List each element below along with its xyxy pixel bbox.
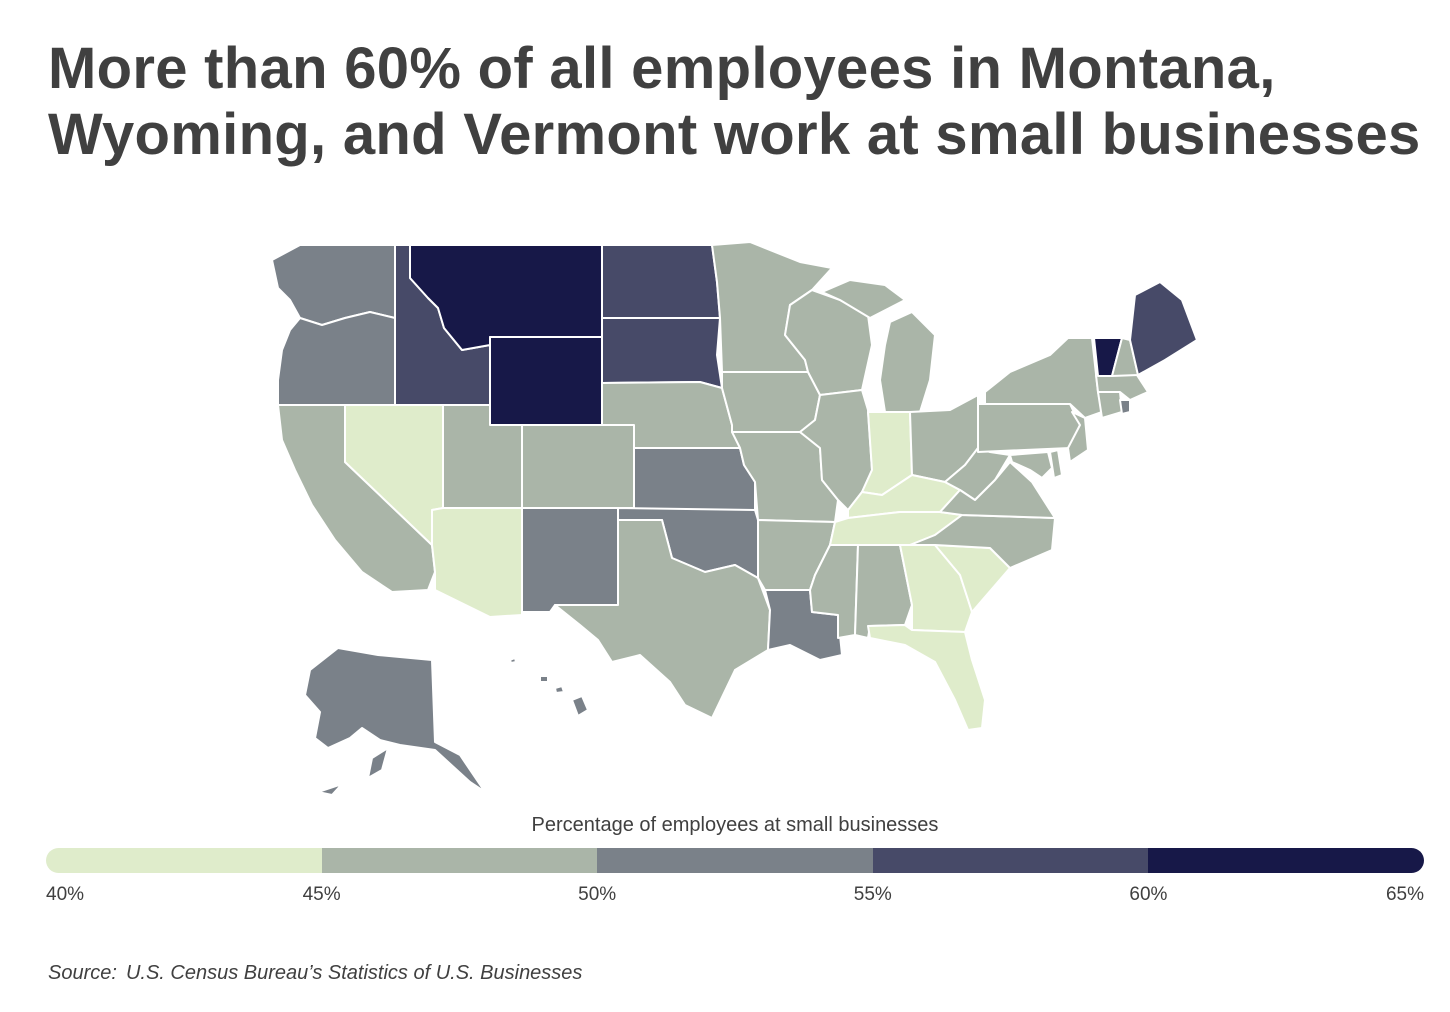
state-virginia — [939, 461, 1056, 519]
source-text: U.S. Census Bureau’s Statistics of U.S. … — [125, 962, 583, 984]
legend-color-bar — [46, 848, 1424, 873]
state-pennsylvania — [977, 403, 1081, 453]
legend-title: Percentage of employees at small busines… — [531, 814, 939, 836]
state-maine — [1129, 281, 1198, 376]
state-connecticut — [1097, 391, 1123, 419]
legend-tick-label: 45% — [302, 884, 341, 905]
state-wyoming — [489, 336, 603, 426]
state-maryland — [1009, 451, 1053, 479]
state-kansas — [633, 447, 756, 511]
state-delaware — [1049, 449, 1063, 479]
state-south-dakota — [601, 317, 723, 389]
legend-swatch-60-65 — [1148, 848, 1424, 873]
state-texas — [554, 519, 771, 719]
page-title: More than 60% of all employees in Montan… — [48, 36, 1421, 167]
state-iowa — [721, 371, 821, 433]
state-arizona — [431, 507, 523, 618]
legend-tick-label: 55% — [853, 884, 892, 905]
legend-swatch-45-50 — [321, 848, 598, 873]
legend-swatch-50-55 — [597, 848, 873, 873]
legend-swatch-55-60 — [872, 848, 1149, 873]
state-new-mexico — [521, 507, 619, 613]
state-oregon — [277, 311, 396, 406]
state-rhode-island — [1119, 399, 1131, 415]
state-colorado — [521, 424, 635, 509]
source-note: Source: U.S. Census Bureau’s Statistics o… — [48, 962, 582, 985]
state-north-carolina — [909, 514, 1056, 569]
legend-tick-label: 65% — [1385, 884, 1424, 905]
state-hawaii — [509, 657, 589, 717]
state-florida — [867, 624, 986, 731]
source-label: Source: — [48, 962, 117, 984]
state-north-dakota — [601, 244, 721, 319]
legend-tick-label: 40% — [46, 884, 85, 905]
legend-swatch-40-45 — [46, 848, 322, 873]
state-alaska — [304, 647, 486, 796]
legend-tick-label: 60% — [1129, 884, 1168, 905]
state-illinois — [799, 389, 873, 511]
legend-tick-label: 50% — [578, 884, 617, 905]
